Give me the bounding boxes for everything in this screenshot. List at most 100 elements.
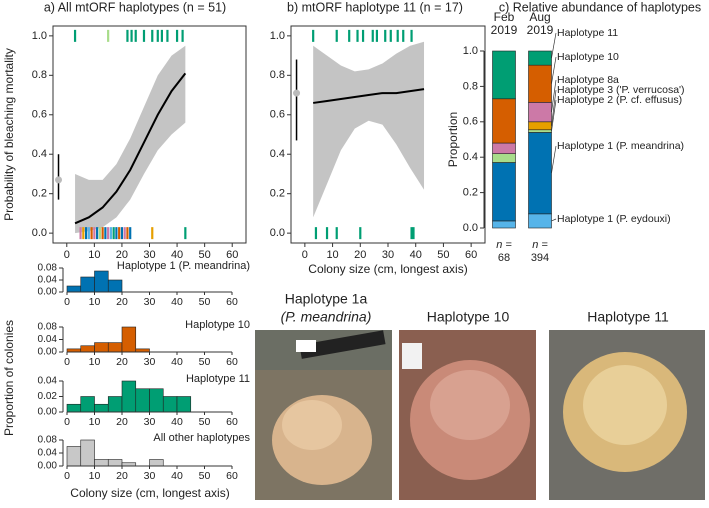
x-tick-label: 30 (144, 470, 156, 482)
y-axis-label: Probability of bleaching mortality (2, 48, 16, 221)
histogram-bar (107, 459, 123, 467)
photo-1 (255, 330, 392, 500)
legend-label: Haplotype 8a (557, 74, 619, 86)
y-tick-label: 0.0 (32, 227, 47, 239)
x-tick-label: 0 (64, 416, 70, 428)
x-tick-label: 20 (116, 416, 128, 428)
y-tick-label: 0.04 (38, 275, 58, 286)
x-tick-label: 20 (116, 249, 128, 261)
panel-label: All other haplotypes (153, 432, 250, 444)
category-label: 2019 (527, 23, 554, 37)
histogram-bar (121, 380, 137, 413)
x-axis-label: Colony size (cm, longest axis) (70, 486, 229, 500)
histogram-bar (107, 396, 123, 413)
y-tick-label: 0.4 (463, 151, 478, 163)
chart-title: c) Relative abundance of haplotypes (499, 0, 701, 14)
category-label: Feb (494, 10, 515, 24)
x-tick-label: 50 (199, 356, 211, 368)
photo-caption: Haplotype 11 (587, 309, 669, 325)
histogram-bar (107, 342, 123, 353)
y-tick-label: 0.0 (463, 222, 478, 234)
bar-segment (528, 213, 552, 229)
histogram-bar (94, 270, 109, 293)
y-tick-label: 0.08 (38, 263, 58, 274)
sample-size: 394 (531, 252, 549, 264)
panel-label: Haplotype 11 (186, 373, 250, 385)
y-tick-label: 0.08 (38, 435, 58, 446)
bar-segment (492, 142, 516, 154)
x-tick-label: 40 (410, 249, 422, 261)
y-tick-label: 0.6 (270, 109, 285, 121)
x-tick-label: 60 (465, 249, 477, 261)
histogram-bar (66, 285, 82, 293)
bar-segment (492, 153, 516, 163)
y-tick-label: 0.0 (270, 227, 285, 239)
bar-segment (528, 102, 552, 123)
y-tick-label: 1.0 (270, 30, 285, 42)
x-tick-label: 50 (437, 249, 449, 261)
histogram-bar (149, 388, 164, 413)
bar-segment (528, 121, 552, 131)
x-tick-label: 60 (226, 470, 238, 482)
y-axis-label: Proportion of colonies (2, 320, 16, 436)
x-tick-label: 0 (64, 296, 70, 308)
x-tick-label: 30 (144, 296, 156, 308)
legend-label: Haplotype 2 (P. cf. effusus) (557, 94, 682, 106)
photo-caption: (P. meandrina) (281, 309, 372, 325)
leader-line (551, 99, 557, 132)
x-tick-label: 30 (144, 416, 156, 428)
histogram-bar (94, 403, 109, 413)
leader-line (551, 79, 557, 113)
x-tick-label: 30 (382, 249, 394, 261)
x-tick-label: 10 (88, 249, 100, 261)
x-tick-label: 10 (89, 470, 101, 482)
bar-segment (492, 162, 516, 222)
chart-title: a) All mtORF haplotypes (n = 51) (44, 0, 226, 14)
histogram-bar (80, 276, 95, 293)
x-tick-label: 60 (226, 249, 238, 261)
x-tick-label: 60 (226, 416, 238, 428)
bar-segment (528, 129, 552, 133)
mean-point (55, 176, 63, 184)
leader-line (551, 32, 557, 59)
category-label: Aug (529, 10, 550, 24)
y-tick-label: 0.6 (463, 116, 478, 128)
sample-size-prefix: n = (496, 239, 512, 251)
histogram-bar (94, 342, 109, 353)
bar-segment (528, 50, 552, 66)
fit-line (313, 88, 425, 104)
x-tick-label: 50 (199, 249, 211, 261)
legend-label: Haplotype 1 (P. meandrina) (557, 140, 684, 152)
y-tick-label: 0.4 (32, 148, 47, 160)
y-tick-label: 1.0 (463, 45, 478, 57)
chart-title: b) mtORF haplotype 11 (n = 17) (287, 0, 463, 14)
bar-segment (528, 132, 552, 215)
x-tick-label: 20 (354, 249, 366, 261)
legend-label: Haplotype 11 (557, 27, 618, 39)
fit-line (74, 72, 187, 225)
x-tick-label: 20 (116, 356, 128, 368)
x-tick-label: 0 (64, 470, 70, 482)
x-tick-label: 40 (171, 470, 183, 482)
x-tick-label: 50 (199, 296, 211, 308)
x-tick-label: 0 (302, 249, 308, 261)
x-tick-label: 10 (89, 416, 101, 428)
histogram-bar (107, 279, 123, 293)
confidence-band (75, 45, 186, 234)
y-tick-label: 0.8 (32, 69, 47, 81)
histogram-bar (80, 439, 95, 467)
x-tick-label: 40 (171, 296, 183, 308)
x-tick-label: 10 (89, 296, 101, 308)
y-tick-label: 0.04 (38, 334, 58, 345)
histogram-bar (135, 388, 150, 413)
x-tick-label: 40 (171, 416, 183, 428)
sample-size-prefix: n = (532, 239, 548, 251)
panel-label: Haplotype 10 (185, 319, 250, 331)
legend-label: Haplotype 1 (P. eydouxi) (557, 213, 671, 225)
histogram-bar (121, 326, 137, 353)
photo-2 (399, 330, 536, 500)
histogram-bar (66, 446, 82, 467)
leader-line (551, 218, 557, 222)
x-tick-label: 0 (64, 249, 70, 261)
